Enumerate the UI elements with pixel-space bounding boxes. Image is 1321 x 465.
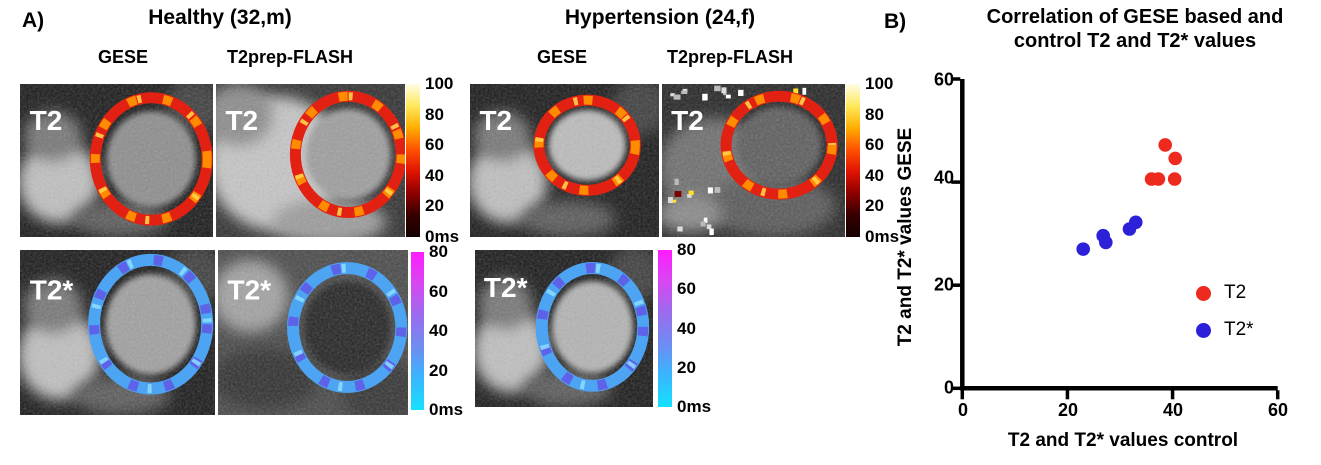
colorbar-tick-label: 60 bbox=[429, 281, 448, 301]
map-label-hyp-gese-t2: T2 bbox=[479, 105, 512, 136]
colorbar-tick-label: 20 bbox=[425, 196, 444, 216]
legend-marker-t2 bbox=[1196, 285, 1211, 301]
panel-a-label: A) bbox=[22, 9, 45, 32]
colorbar-tick-label: 0ms bbox=[425, 227, 460, 246]
colorbar-tick-label: 0ms bbox=[865, 227, 900, 246]
column-header-hypertension-gese: GESE bbox=[536, 47, 588, 67]
colorbar-t2-healthy: 100 80 60 40 20 0ms bbox=[406, 74, 459, 246]
colorbar-tick-label: 80 bbox=[677, 240, 696, 259]
colorbar-tick-label: 40 bbox=[677, 318, 696, 338]
colorbar-gradient-t2star-hypertension bbox=[658, 250, 672, 407]
map-label-healthy-gese-t2: T2 bbox=[30, 105, 63, 136]
colorbar-tick-label: 80 bbox=[425, 104, 444, 124]
colorbar-t2star-healthy: 80 60 40 20 0ms bbox=[411, 242, 463, 419]
mri-image-healthy-flash-t2star: T2* bbox=[218, 250, 408, 415]
x-tick-label: 60 bbox=[1267, 400, 1289, 420]
map-label-healthy-flash-t2star: T2* bbox=[228, 275, 272, 306]
y-tick-label: 60 bbox=[933, 69, 954, 90]
chart-title-line1: Correlation of GESE based and bbox=[986, 6, 1284, 28]
mri-image-hyp-gese-t2: T2 bbox=[470, 84, 659, 237]
colorbar-t2-hypertension: 100 80 60 40 20 0ms bbox=[846, 74, 899, 246]
scatter-point-t2 bbox=[1151, 172, 1166, 186]
colorbar-gradient-t2-hypertension bbox=[846, 84, 860, 237]
scatter-point-t2 bbox=[1168, 151, 1182, 166]
column-header-healthy-gese: GESE bbox=[97, 47, 149, 67]
legend-item-t2: T2 bbox=[1196, 282, 1247, 303]
mri-image-hyp-gese-t2star: T2* bbox=[475, 250, 653, 407]
colorbar-tick-label: 20 bbox=[429, 360, 448, 380]
map-label-hyp-gese-t2star: T2* bbox=[484, 272, 528, 303]
y-tick-label: 0 bbox=[943, 377, 954, 398]
column-header-healthy-t2prep-flash: T2prep-FLASH bbox=[227, 47, 353, 67]
colorbar-tick-label: 60 bbox=[677, 279, 696, 299]
colorbar-tick-label: 80 bbox=[865, 104, 884, 124]
legend-item-t2star: T2* bbox=[1196, 319, 1254, 340]
colorbar-tick-label: 0ms bbox=[677, 397, 712, 416]
y-tick-label: 20 bbox=[933, 274, 954, 295]
colorbar-tick-label: 0ms bbox=[429, 400, 464, 419]
colorbar-tick-label: 100 bbox=[425, 74, 454, 93]
colorbar-tick-label: 20 bbox=[865, 196, 884, 216]
legend-label-t2: T2 bbox=[1224, 282, 1247, 303]
legend-marker-t2star bbox=[1196, 322, 1211, 338]
scatter-point-t2star bbox=[1076, 242, 1091, 256]
mri-image-hyp-flash-t2: T2 bbox=[662, 84, 845, 237]
colorbar-t2star-hypertension: 80 60 40 20 0ms bbox=[658, 240, 711, 416]
column-header-hypertension-t2prep-flash: T2prep-FLASH bbox=[667, 47, 793, 67]
group-title-hypertension: Hypertension (24,f) bbox=[564, 6, 756, 29]
colorbar-gradient-t2-healthy bbox=[406, 84, 420, 237]
map-label-healthy-gese-t2star: T2* bbox=[30, 275, 74, 306]
group-title-healthy: Healthy (32,m) bbox=[148, 6, 292, 29]
colorbar-tick-label: 100 bbox=[865, 74, 894, 93]
scatter-point-t2star bbox=[1128, 215, 1143, 230]
scatter-point-t2 bbox=[1167, 172, 1182, 186]
x-tick-label: 40 bbox=[1162, 400, 1184, 420]
colorbar-tick-label: 60 bbox=[425, 135, 444, 155]
legend-label-t2star: T2* bbox=[1224, 319, 1254, 340]
colorbar-tick-label: 60 bbox=[865, 135, 884, 155]
colorbar-tick-label: 40 bbox=[865, 165, 884, 185]
map-label-hyp-flash-t2: T2 bbox=[671, 105, 704, 136]
panel-b-label: B) bbox=[884, 10, 907, 33]
mri-image-healthy-flash-t2: T2 bbox=[216, 84, 405, 237]
y-tick-label: 40 bbox=[933, 167, 954, 188]
x-tick-label: 20 bbox=[1057, 400, 1079, 420]
scatter-plot bbox=[951, 77, 1280, 400]
myocardium-ring-healthy-flash-t2star bbox=[287, 262, 408, 393]
y-axis-label: T2 and T2* values GESE bbox=[895, 127, 916, 347]
x-axis-label: T2 and T2* values control bbox=[1007, 430, 1239, 451]
plot-axes bbox=[960, 79, 1278, 391]
colorbar-tick-label: 40 bbox=[425, 165, 444, 185]
scatter-point-t2star bbox=[1099, 235, 1113, 250]
colorbar-gradient-t2star-healthy bbox=[411, 252, 424, 410]
colorbar-tick-label: 20 bbox=[677, 357, 696, 377]
map-label-healthy-flash-t2: T2 bbox=[225, 105, 258, 136]
x-tick-label: 0 bbox=[957, 400, 969, 420]
colorbar-tick-label: 80 bbox=[429, 242, 448, 261]
mri-image-healthy-gese-t2: T2 bbox=[20, 84, 213, 237]
scatter-point-t2 bbox=[1158, 138, 1173, 152]
mri-image-healthy-gese-t2star: T2* bbox=[20, 250, 215, 415]
colorbar-tick-label: 40 bbox=[429, 321, 448, 340]
chart-title-line2: control T2 and T2* values bbox=[1013, 30, 1257, 52]
